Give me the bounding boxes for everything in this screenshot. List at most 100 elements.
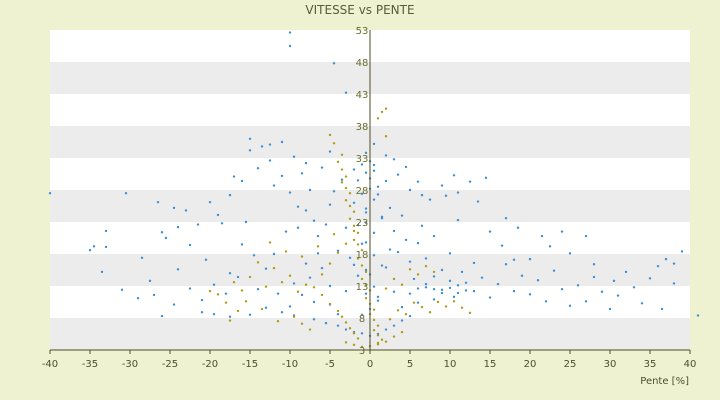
- data-point: [396, 250, 400, 254]
- data-point: [104, 229, 108, 233]
- data-point: [384, 328, 388, 331]
- data-point: [360, 192, 364, 196]
- data-point: [344, 341, 348, 344]
- x-tick-label: 20: [524, 359, 537, 370]
- data-point: [376, 334, 380, 337]
- data-point: [308, 328, 312, 331]
- data-point: [356, 179, 360, 182]
- data-point: [244, 300, 248, 303]
- data-point: [256, 167, 260, 170]
- data-point: [272, 266, 276, 270]
- data-point: [400, 214, 404, 217]
- y-tick-label: 48: [356, 58, 369, 69]
- data-point: [660, 307, 664, 311]
- data-point: [336, 312, 340, 316]
- data-point: [360, 332, 364, 335]
- data-point: [460, 270, 464, 274]
- data-point: [552, 269, 556, 272]
- data-point: [428, 198, 432, 201]
- data-point: [404, 165, 408, 169]
- data-point: [364, 207, 368, 210]
- data-point: [664, 257, 668, 261]
- data-point: [296, 290, 300, 293]
- data-point: [488, 296, 492, 299]
- data-point: [680, 250, 684, 253]
- data-point: [236, 275, 240, 279]
- y-tick-label: 3: [359, 346, 365, 357]
- data-point: [380, 338, 384, 341]
- data-point: [424, 264, 428, 268]
- data-point: [404, 238, 408, 242]
- y-tick-label: 28: [356, 186, 369, 197]
- data-point: [456, 191, 460, 194]
- data-point: [392, 335, 396, 338]
- data-point: [188, 287, 192, 290]
- data-point: [308, 188, 312, 192]
- x-tick-label: 40: [684, 359, 697, 370]
- data-point: [388, 206, 392, 210]
- data-point: [332, 142, 336, 145]
- data-point: [344, 328, 348, 331]
- data-point: [608, 307, 612, 311]
- data-point: [328, 284, 332, 288]
- data-point: [312, 318, 316, 321]
- data-point: [300, 172, 304, 175]
- data-point: [396, 173, 400, 176]
- x-tick-label: 35: [644, 359, 657, 370]
- data-point: [372, 285, 376, 288]
- data-point: [380, 264, 384, 267]
- data-point: [316, 245, 320, 248]
- data-point: [324, 223, 328, 226]
- data-point: [372, 142, 376, 146]
- data-point: [344, 186, 348, 190]
- chart-title: VITESSE vs PENTE: [305, 3, 414, 17]
- data-point: [352, 210, 356, 213]
- data-point: [376, 295, 380, 299]
- data-point: [356, 243, 360, 246]
- data-point: [408, 314, 412, 318]
- data-point: [124, 192, 128, 195]
- data-point: [176, 268, 180, 271]
- data-point: [300, 255, 304, 258]
- data-point: [328, 302, 332, 306]
- data-point: [328, 262, 332, 265]
- data-point: [384, 266, 388, 269]
- data-point: [292, 282, 296, 285]
- data-point: [236, 309, 240, 313]
- data-point: [364, 296, 368, 300]
- data-point: [312, 219, 316, 222]
- data-point: [408, 268, 412, 271]
- data-point: [264, 267, 268, 270]
- data-point: [420, 224, 424, 228]
- data-point: [200, 311, 204, 314]
- data-point: [344, 289, 348, 293]
- data-point: [252, 254, 256, 257]
- data-point: [364, 292, 368, 295]
- data-point: [540, 234, 544, 238]
- data-point: [172, 303, 176, 306]
- data-point: [160, 314, 164, 318]
- data-point: [220, 222, 224, 225]
- data-point: [576, 284, 580, 287]
- data-point: [376, 193, 380, 196]
- data-point: [372, 328, 376, 332]
- data-point: [240, 243, 244, 246]
- data-point: [212, 312, 216, 316]
- x-tick-label: 30: [604, 359, 617, 370]
- data-point: [88, 248, 92, 252]
- data-point: [512, 289, 516, 293]
- data-point: [228, 272, 232, 275]
- data-point: [260, 145, 264, 148]
- data-point: [452, 174, 456, 177]
- data-point: [284, 230, 288, 233]
- data-point: [336, 324, 340, 327]
- data-point: [416, 273, 420, 276]
- data-point: [248, 137, 252, 140]
- data-point: [464, 281, 468, 284]
- data-point: [344, 175, 348, 178]
- data-point: [480, 276, 484, 279]
- data-point: [268, 143, 272, 146]
- data-point: [352, 343, 356, 347]
